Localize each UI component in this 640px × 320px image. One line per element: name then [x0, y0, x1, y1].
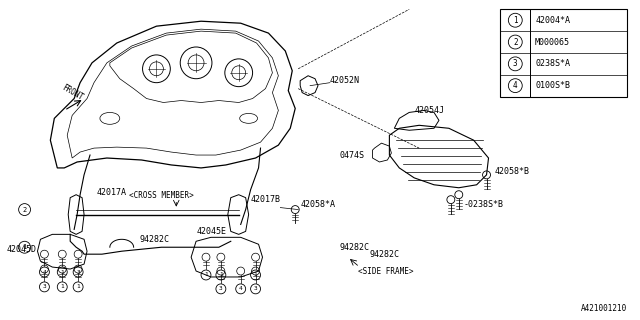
- Text: 94282C: 94282C: [369, 250, 399, 259]
- Text: 1: 1: [22, 244, 27, 250]
- Text: <CROSS MEMBER>: <CROSS MEMBER>: [129, 191, 194, 200]
- Text: -0238S*B: -0238S*B: [464, 200, 504, 209]
- Text: 2: 2: [22, 207, 27, 212]
- Text: FRONT: FRONT: [60, 83, 85, 102]
- Text: 3: 3: [42, 284, 46, 289]
- Text: 3: 3: [253, 286, 257, 292]
- Text: 42058*A: 42058*A: [300, 200, 335, 209]
- Text: 0100S*B: 0100S*B: [535, 81, 570, 90]
- Text: <SIDE FRAME>: <SIDE FRAME>: [358, 267, 413, 276]
- Text: 94282C: 94282C: [340, 243, 370, 252]
- Text: 42054J: 42054J: [414, 106, 444, 115]
- Text: 1: 1: [60, 269, 64, 275]
- Text: 1: 1: [60, 284, 64, 289]
- Text: 42045E: 42045E: [196, 227, 226, 236]
- Text: 4: 4: [239, 286, 243, 292]
- Text: 4: 4: [513, 81, 518, 90]
- Text: A421001210: A421001210: [581, 304, 627, 313]
- Text: 94282C: 94282C: [140, 235, 170, 244]
- Text: 42017B: 42017B: [251, 195, 280, 204]
- Text: 1: 1: [76, 284, 80, 289]
- Text: 4: 4: [42, 269, 46, 275]
- Text: 42004*A: 42004*A: [535, 16, 570, 25]
- Text: 1: 1: [253, 273, 257, 277]
- Text: M000065: M000065: [535, 37, 570, 46]
- Text: 3: 3: [513, 59, 518, 68]
- Text: 3: 3: [219, 286, 223, 292]
- Text: 42017A: 42017A: [97, 188, 127, 197]
- Bar: [500, 9, 627, 97]
- Text: 3: 3: [76, 269, 80, 275]
- Text: 1: 1: [204, 273, 208, 277]
- Text: 0238S*A: 0238S*A: [535, 59, 570, 68]
- Text: 0474S: 0474S: [340, 150, 365, 160]
- Text: 42045D: 42045D: [7, 245, 36, 254]
- Text: 1: 1: [219, 273, 223, 277]
- Text: 1: 1: [513, 16, 518, 25]
- Text: 42052N: 42052N: [330, 76, 360, 85]
- Text: 2: 2: [513, 37, 518, 46]
- Text: 42058*B: 42058*B: [495, 167, 529, 176]
